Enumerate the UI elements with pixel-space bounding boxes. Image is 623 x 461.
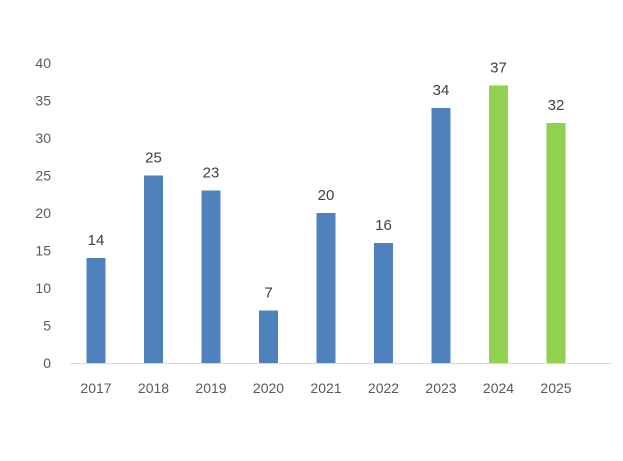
data-label-2017: 14 [88, 232, 105, 249]
x-tick-label: 2019 [195, 380, 226, 396]
x-tick-label: 2017 [80, 380, 111, 396]
x-axis-ticks: 2017 2018 2019 2020 2021 2022 2023 2024 2025 [80, 380, 571, 396]
data-label-2020: 7 [264, 285, 272, 302]
data-label-2023: 34 [433, 82, 450, 99]
bar-2017 [86, 258, 106, 363]
y-tick-label: 25 [35, 168, 51, 184]
y-tick-label: 35 [35, 93, 51, 109]
data-label-2024: 37 [490, 60, 507, 77]
bar-2023 [431, 108, 451, 363]
data-label-2021: 20 [318, 187, 335, 204]
y-tick-label: 15 [35, 243, 51, 259]
data-labels: 14 25 23 7 20 16 34 37 32 [88, 60, 565, 302]
y-tick-label: 5 [43, 318, 51, 334]
y-tick-label: 0 [43, 355, 51, 371]
data-label-2022: 16 [375, 217, 392, 234]
data-label-2019: 23 [203, 165, 220, 182]
data-label-2018: 25 [145, 150, 162, 167]
bar-2018 [144, 175, 163, 363]
bars [86, 85, 566, 363]
y-tick-label: 10 [35, 280, 51, 296]
bar-2021 [316, 213, 336, 363]
x-tick-label: 2018 [138, 380, 169, 396]
x-tick-label: 2022 [368, 380, 399, 396]
y-tick-label: 20 [35, 205, 51, 221]
bar-2022 [374, 243, 393, 363]
bar-2019 [201, 190, 221, 363]
x-tick-label: 2023 [425, 380, 456, 396]
bar-2024 [489, 85, 508, 363]
y-tick-label: 30 [35, 130, 51, 146]
x-tick-label: 2021 [310, 380, 341, 396]
y-axis-ticks: 0 5 10 15 20 25 30 35 40 [35, 55, 51, 371]
data-label-2025: 32 [548, 97, 565, 114]
bar-2025 [546, 123, 566, 363]
bar-2020 [259, 310, 278, 363]
x-tick-label: 2024 [483, 380, 514, 396]
x-tick-label: 2020 [253, 380, 284, 396]
y-tick-label: 40 [35, 55, 51, 71]
x-tick-label: 2025 [540, 380, 571, 396]
